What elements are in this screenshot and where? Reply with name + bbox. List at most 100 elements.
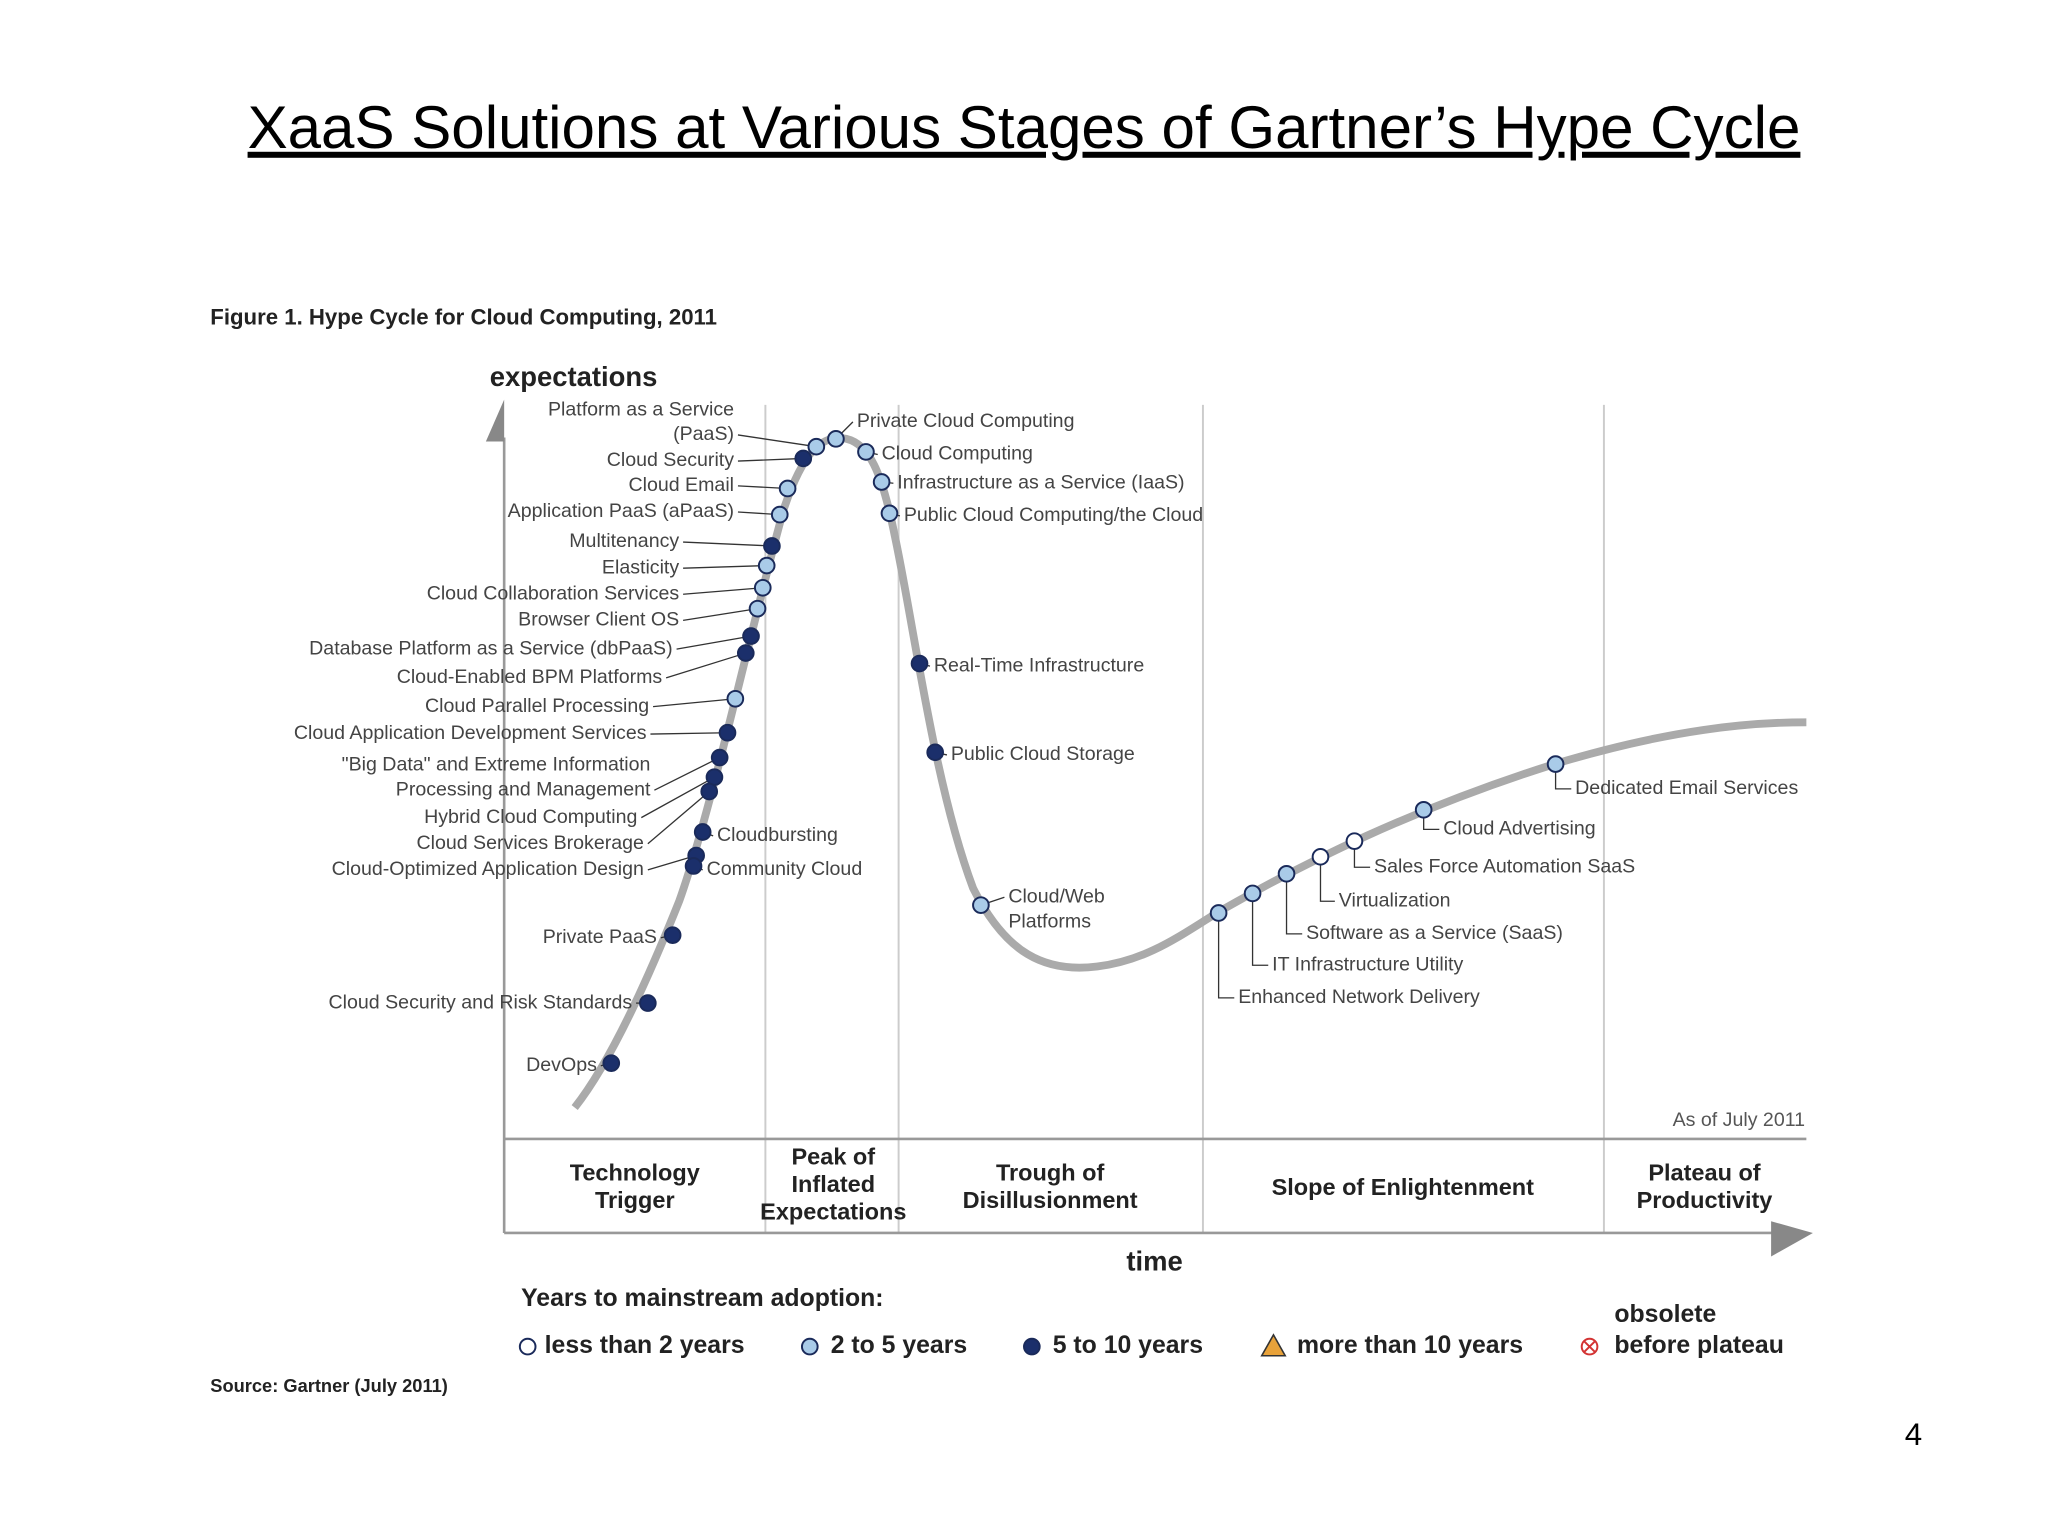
adoption-dot (639, 994, 657, 1012)
technology: Virtualization (1311, 847, 1451, 911)
adoption-dot (910, 654, 929, 673)
leader-line (1285, 881, 1303, 935)
figure-caption: Figure 1. Hype Cycle for Cloud Computing… (210, 305, 717, 330)
technology: Cloud Application Development Services (294, 722, 737, 744)
technology-label: Application PaaS (aPaaS) (508, 500, 734, 522)
adoption-dot (872, 473, 891, 491)
leader-line (640, 776, 715, 819)
technology-label: Private Cloud Computing (857, 410, 1075, 432)
technology-label: Enhanced Network Delivery (1238, 986, 1480, 1008)
technology: Enhanced Network Delivery (1209, 904, 1480, 1008)
slide-title: XaaS Solutions at Various Stages of Gart… (248, 94, 1801, 161)
legend-marker (1260, 1333, 1287, 1357)
technology: Platform as a Service (PaaS) (548, 398, 826, 456)
adoption-dot (742, 627, 760, 645)
technology-label: DevOps (526, 1054, 597, 1076)
technology: Cloud Security and Risk Standards (329, 991, 657, 1013)
adoption-dot (1414, 800, 1433, 819)
adoption-dot (880, 504, 899, 523)
legend-label: more than 10 years (1297, 1332, 1523, 1359)
technology-label: Virtualization (1339, 889, 1451, 911)
frame (485, 399, 1813, 1257)
technology-label: Hybrid Cloud Computing (424, 806, 637, 828)
technology: Sales Force Automation SaaS (1345, 832, 1635, 877)
legend-item: more than 10 years (1260, 1332, 1523, 1359)
technology-label: Processing and Management (396, 778, 651, 800)
leader-line (676, 635, 752, 650)
technology: Cloud Services Brokerage (416, 782, 719, 854)
hype-curve (571, 434, 1807, 1111)
adoption-dot (1243, 884, 1262, 903)
legend-item: obsolete before plateau (1580, 1301, 1784, 1359)
y-axis-label: expectations (490, 361, 658, 392)
adoption-dot (700, 782, 719, 801)
technology: Private Cloud Computing (827, 410, 1075, 448)
phase-label: Disillusionment (963, 1187, 1138, 1213)
technology: Cloud/Web Platforms (972, 885, 1105, 932)
technology: Public Cloud Computing/the Cloud (880, 504, 1203, 526)
phase-label: Productivity (1637, 1187, 1773, 1213)
technology: Software as a Service (SaaS) (1277, 864, 1563, 944)
leader-line (1423, 817, 1440, 831)
legend-label: 5 to 10 years (1053, 1332, 1203, 1359)
technology: Public Cloud Storage (926, 743, 1135, 765)
technology-label: Cloud Parallel Processing (425, 695, 649, 717)
technology: IT Infrastructure Utility (1243, 884, 1463, 975)
phase-label: Expectations (760, 1199, 906, 1225)
leader-line (683, 541, 772, 547)
phase-label: Peak of (792, 1144, 876, 1170)
adoption-dot (794, 449, 813, 468)
adoption-dot (800, 1337, 819, 1356)
adoption-dot (770, 505, 789, 524)
page-number: 4 (1905, 1417, 1922, 1452)
technology: Browser Client OS (518, 599, 767, 631)
technology: Cloud Parallel Processing (425, 689, 745, 717)
adoption-dot (684, 857, 703, 875)
adoption-dot (718, 723, 737, 742)
technology: DevOps (526, 1054, 621, 1076)
adoption-dot (1209, 904, 1228, 922)
adoption-dot (663, 926, 682, 944)
adoption-dot (763, 537, 781, 555)
x-axis-label: time (1126, 1245, 1182, 1276)
technology-label: Sales Force Automation SaaS (1374, 855, 1635, 877)
adoption-dot (972, 896, 990, 914)
legend-item: 5 to 10 years (1023, 1332, 1203, 1359)
technology: Cloud Security (607, 449, 813, 471)
adoption-dot (710, 748, 729, 767)
legend-item: 2 to 5 years (800, 1332, 967, 1359)
adoption-dot (693, 823, 712, 841)
adoption-dot (1546, 755, 1565, 773)
technology: Application PaaS (aPaaS) (508, 500, 789, 524)
leader-line (652, 698, 736, 708)
x-axis-arrow (1771, 1221, 1813, 1257)
technology: Database Platform as a Service (dbPaaS) (309, 627, 760, 659)
technology-label: Infrastructure as a Service (IaaS) (897, 471, 1184, 493)
technology-label: Software as a Service (SaaS) (1306, 922, 1563, 944)
technology-label: Platform as a Service (548, 398, 734, 420)
phase-label: Technology (570, 1159, 700, 1185)
leader-line (683, 564, 767, 569)
technology-label: Cloud-Enabled BPM Platforms (397, 666, 663, 688)
leader-line (1554, 771, 1572, 790)
technology-label: Cloudbursting (717, 824, 838, 846)
technology-label: Cloud Collaboration Services (427, 582, 680, 604)
phase-label: Trough of (996, 1159, 1105, 1185)
leader-line (1217, 920, 1235, 999)
adoption-dot (518, 1337, 537, 1356)
technology-label: Elasticity (602, 556, 679, 578)
technology: "Big Data" and Extreme InformationProces… (342, 748, 729, 800)
leader-line (654, 756, 720, 791)
adoption-dot (1345, 832, 1364, 850)
adoption-dot (827, 430, 845, 448)
technology: Cloud Collaboration Services (427, 578, 772, 604)
technology-label: Community Cloud (707, 858, 863, 880)
adoption-dot (778, 479, 797, 498)
legend-label: 2 to 5 years (831, 1332, 967, 1359)
adoption-dot (753, 578, 772, 597)
technology: Cloud Advertising (1414, 800, 1596, 840)
source-note: Source: Gartner (July 2011) (210, 1375, 448, 1396)
adoption-dot (807, 437, 826, 456)
legend-label: obsolete (1614, 1301, 1716, 1328)
